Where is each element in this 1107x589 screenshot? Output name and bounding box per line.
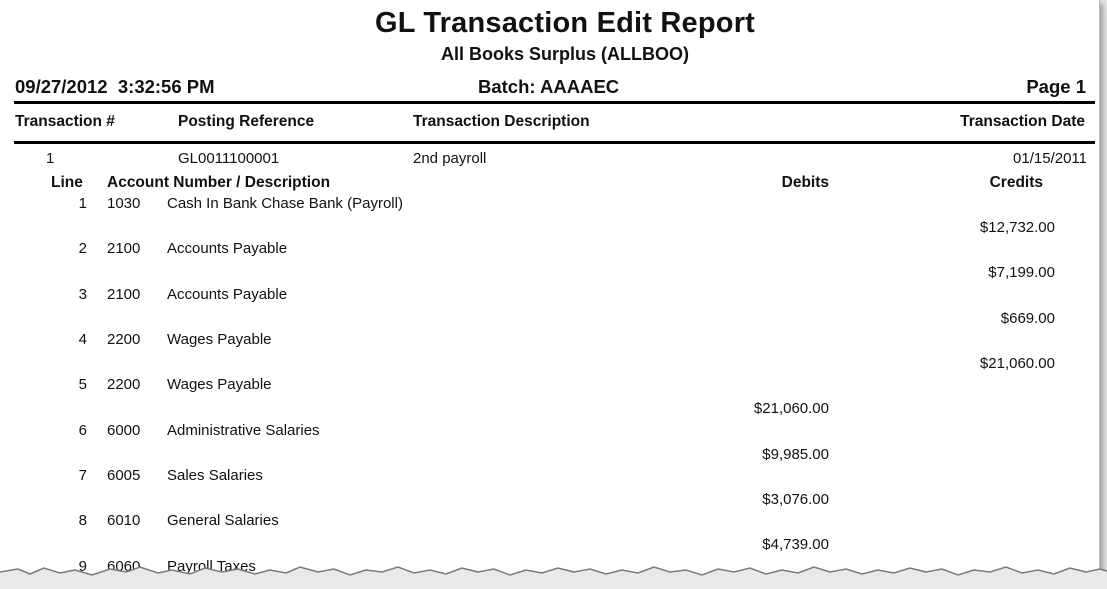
line-number: 5 (78, 376, 87, 393)
batch-label: Batch: AAAAEC (478, 76, 620, 97)
line-number: 4 (78, 331, 87, 348)
credit-amount: $12,732.00 (979, 219, 1055, 236)
header-rule-bottom (14, 141, 1095, 144)
debits-column-header: Debits (781, 174, 829, 191)
debit-amount: $21,060.00 (753, 400, 829, 417)
account-number: 2100 (107, 286, 141, 303)
line-number: 9 (78, 558, 87, 575)
report-title: GL Transaction Edit Report (374, 7, 756, 39)
line-number: 3 (78, 286, 87, 303)
account-number: 6010 (107, 512, 141, 529)
credit-amount: $21,060.00 (979, 355, 1055, 372)
credit-amount: $7,199.00 (988, 264, 1055, 281)
column-header-transaction-date: Transaction Date (960, 113, 1085, 130)
debit-amount: $9,985.00 (762, 446, 829, 463)
credits-column-header: Credits (989, 174, 1043, 191)
column-header-posting-reference: Posting Reference (178, 113, 315, 130)
page-number: Page 1 (1026, 76, 1086, 97)
account-description: Wages Payable (167, 376, 272, 393)
line-number: 1 (78, 195, 87, 212)
report-subtitle: All Books Surplus (ALLBOO) (440, 44, 689, 64)
transaction-date: 01/15/2011 (1013, 150, 1087, 167)
account-description: Accounts Payable (167, 286, 288, 303)
column-header-transaction-description: Transaction Description (413, 113, 590, 130)
account-description: Accounts Payable (167, 240, 288, 257)
line-column-header: Line (51, 174, 83, 191)
account-description: Cash In Bank Chase Bank (Payroll) (167, 195, 403, 212)
transaction-posting-reference: GL0011100001 (178, 150, 280, 167)
line-number: 8 (78, 512, 87, 529)
transaction-number: 1 (46, 150, 55, 167)
line-number: 6 (78, 422, 87, 439)
account-description: Administrative Salaries (167, 422, 320, 439)
account-number: 2200 (107, 376, 141, 393)
line-number: 7 (78, 467, 87, 484)
account-number: 6005 (107, 467, 141, 484)
account-description: Sales Salaries (167, 467, 263, 484)
line-number: 2 (78, 240, 87, 257)
account-column-header: Account Number / Description (107, 174, 331, 191)
credit-amount: $669.00 (1000, 310, 1055, 327)
torn-edge (0, 566, 1107, 589)
debit-amount: $4,739.00 (762, 536, 829, 553)
account-number: 6000 (107, 422, 141, 439)
account-description: General Salaries (167, 512, 279, 529)
account-number: 2100 (107, 240, 141, 257)
account-number: 2200 (107, 331, 141, 348)
header-rule-top (14, 101, 1095, 104)
account-number: 1030 (107, 195, 141, 212)
column-header-transaction-no: Transaction # (15, 113, 115, 130)
report-datetime: 09/27/2012 3:32:56 PM (15, 76, 215, 97)
transaction-description: 2nd payroll (413, 150, 487, 167)
debit-amount: $3,076.00 (762, 491, 829, 508)
account-description: Wages Payable (167, 331, 272, 348)
